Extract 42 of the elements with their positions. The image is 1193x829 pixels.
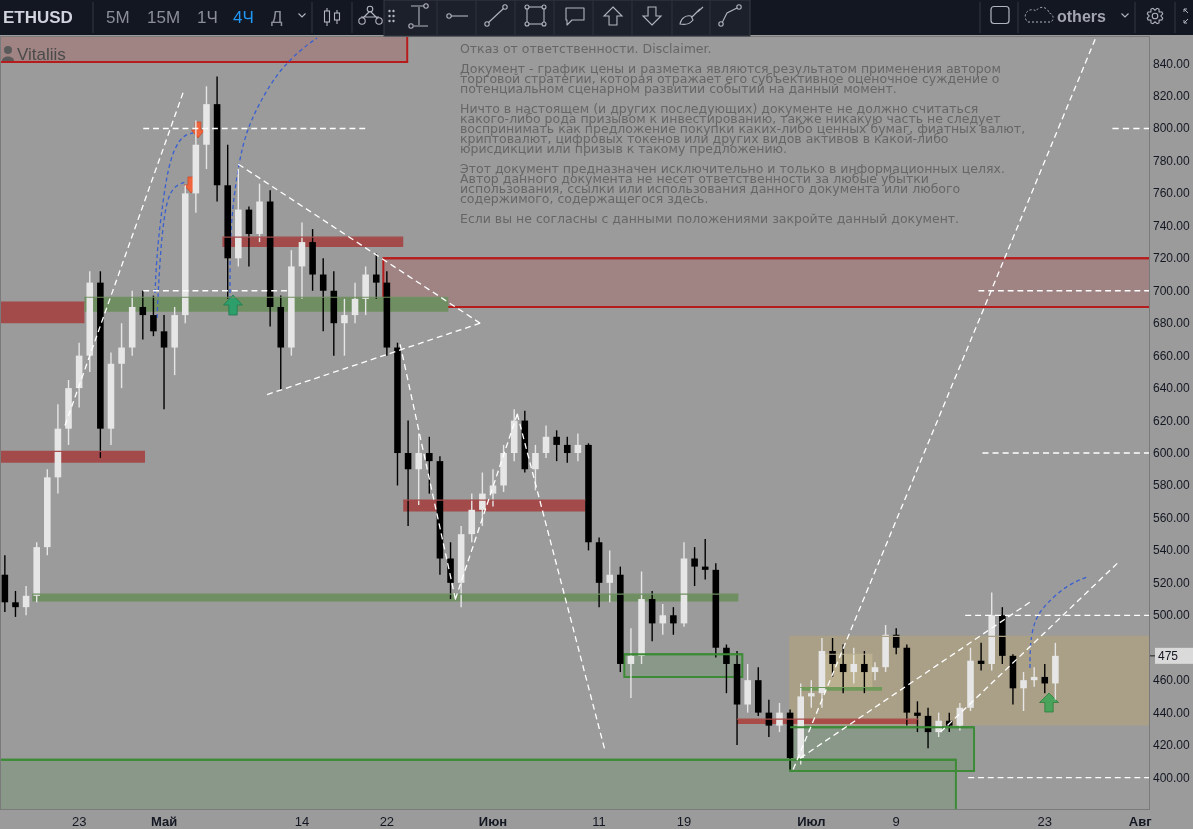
x-tick-label: Авг bbox=[1128, 814, 1153, 829]
text: 475 bbox=[1158, 648, 1179, 663]
y-tick-label: 460.00 bbox=[1153, 673, 1191, 688]
y-tick-label: 440.00 bbox=[1153, 705, 1191, 720]
y-tick-label: 780.00 bbox=[1153, 153, 1191, 168]
text: 1Ч bbox=[197, 8, 218, 27]
x-tick-label: 23 bbox=[71, 814, 87, 829]
x-tick-label: Июн bbox=[478, 814, 508, 829]
y-tick-label: 660.00 bbox=[1153, 348, 1191, 363]
x-tick-label: 9 bbox=[892, 814, 900, 829]
y-tick-label: 540.00 bbox=[1153, 543, 1191, 558]
y-tick-label: 760.00 bbox=[1153, 186, 1191, 201]
annotation: Vitaliis bbox=[17, 45, 66, 64]
y-tick-label: 680.00 bbox=[1153, 316, 1191, 331]
y-tick-label: 520.00 bbox=[1153, 575, 1191, 590]
text: others bbox=[1057, 8, 1106, 25]
y-tick-label: 620.00 bbox=[1153, 413, 1191, 428]
x-tick-label: 23 bbox=[1037, 814, 1053, 829]
x-tick-label: 19 bbox=[676, 814, 692, 829]
chart-title: ETHUSD bbox=[3, 8, 73, 27]
x-tick-label: 22 bbox=[379, 814, 395, 829]
text: 15M bbox=[147, 8, 181, 27]
y-tick-label: 720.00 bbox=[1153, 251, 1191, 266]
y-tick-label: 840.00 bbox=[1153, 56, 1191, 71]
text: Д bbox=[271, 8, 283, 27]
y-tick-label: 820.00 bbox=[1153, 89, 1191, 104]
x-tick-label: 11 bbox=[592, 814, 606, 829]
y-tick-label: 400.00 bbox=[1153, 770, 1191, 785]
y-tick-label: 420.00 bbox=[1153, 738, 1191, 753]
y-tick-label: 740.00 bbox=[1153, 218, 1191, 233]
y-tick-label: 640.00 bbox=[1153, 381, 1191, 396]
text: 4Ч bbox=[233, 8, 254, 27]
y-tick-label: 600.00 bbox=[1153, 446, 1191, 461]
y-tick-label: 580.00 bbox=[1153, 478, 1191, 493]
y-tick-label: 560.00 bbox=[1153, 510, 1191, 525]
x-tick-label: 14 bbox=[294, 814, 310, 829]
y-tick-label: 800.00 bbox=[1153, 121, 1191, 136]
x-tick-label: Июл bbox=[797, 814, 826, 829]
y-tick-label: 700.00 bbox=[1153, 283, 1191, 298]
x-tick-label: Май bbox=[150, 814, 178, 829]
y-tick-label: 500.00 bbox=[1153, 608, 1191, 623]
text: 5M bbox=[106, 8, 130, 27]
